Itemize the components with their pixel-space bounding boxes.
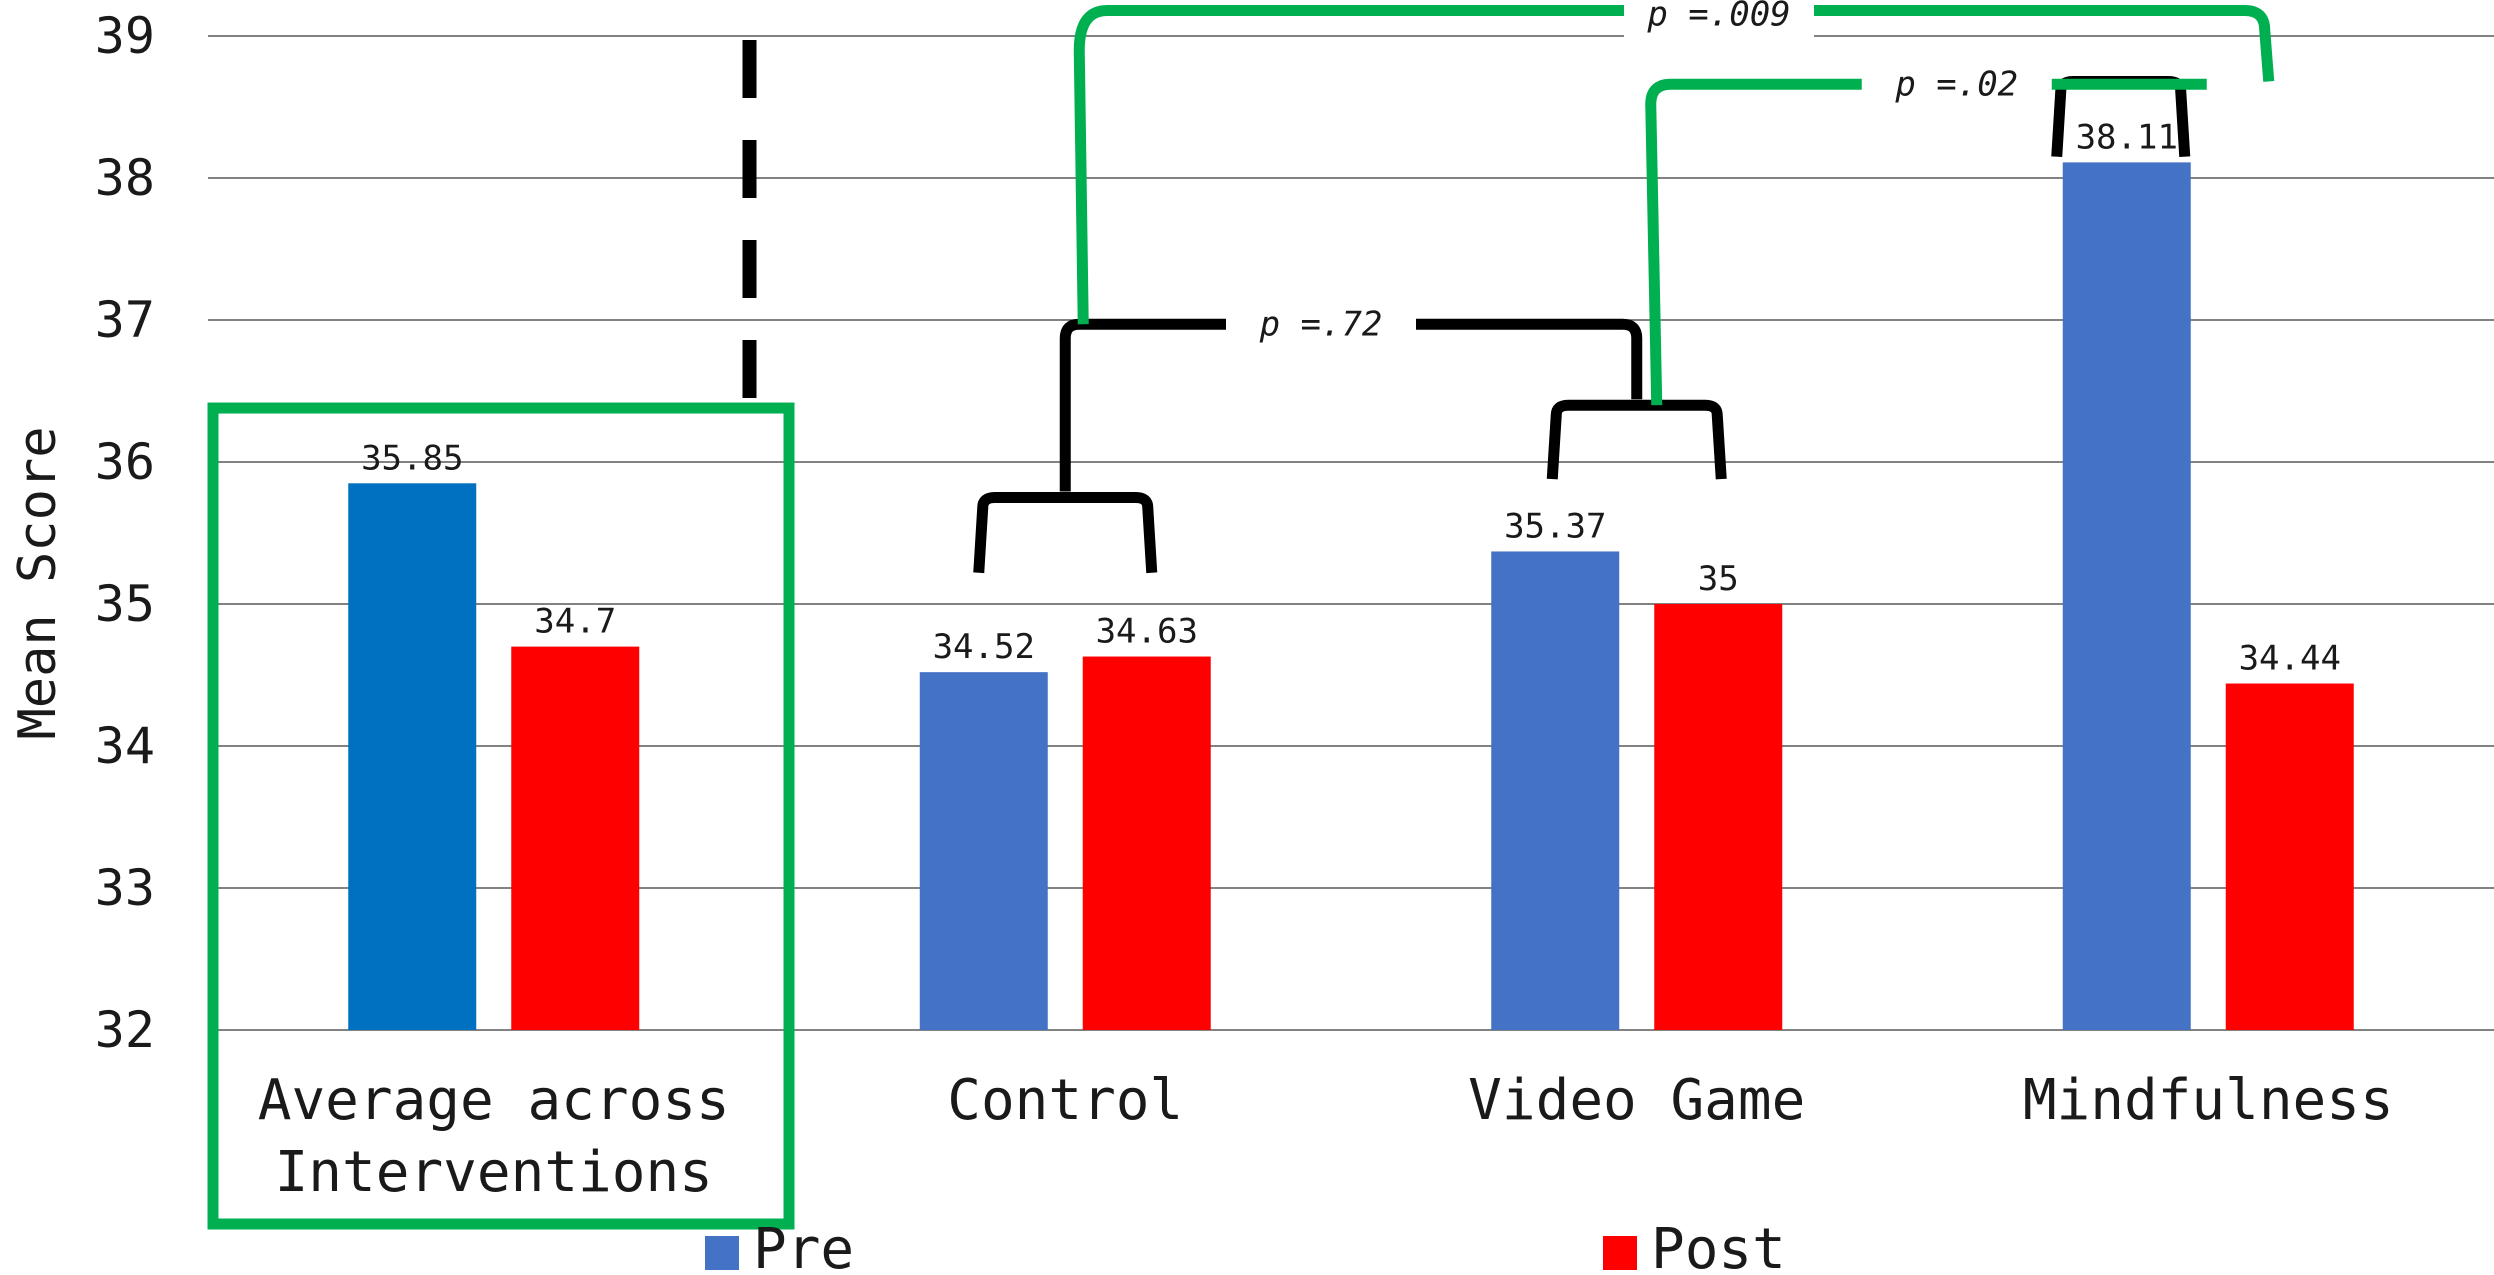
p-value-video-game-mindfulness-bg	[1861, 54, 2052, 115]
bar-pre	[348, 483, 477, 1030]
bar-post	[2225, 683, 2354, 1030]
y-tick-label: 37	[95, 291, 155, 349]
data-label-post: 34.7	[534, 602, 616, 642]
legend-label: Post	[1651, 1217, 1786, 1275]
bracket-control	[973, 492, 1158, 574]
data-label-pre: 35.37	[1504, 506, 1606, 546]
bracket-video-game-vs-mindfulness	[1645, 78, 2207, 406]
data-labels: 35.85 34.7 34.52 34.63 35.37 35 38.11 34.44	[361, 117, 2341, 678]
data-label-post: 34.44	[2239, 639, 2341, 679]
y-tick-label: 36	[95, 433, 155, 491]
legend-swatch	[1603, 1236, 1637, 1270]
bracket-video-game	[1546, 399, 1727, 480]
bar-post	[1082, 656, 1211, 1030]
p-value-control-video-game-bg	[1226, 294, 1416, 355]
y-tick-label: 34	[95, 717, 155, 775]
comparison-brackets: p =.72 p =.02 p =.009	[207, 0, 2275, 1230]
y-tick-label: 35	[95, 575, 155, 633]
y-tick-label: 39	[95, 7, 155, 65]
y-tick-label: 33	[95, 859, 155, 917]
legend-swatch	[705, 1236, 739, 1270]
legend: Pre Post	[705, 1217, 1786, 1275]
data-label-post: 34.63	[1096, 612, 1198, 652]
data-label-pre: 38.11	[2076, 117, 2178, 157]
category-label: Control	[947, 1068, 1183, 1133]
legend-label: Pre	[753, 1217, 854, 1275]
bar-post	[511, 646, 640, 1030]
bars	[348, 162, 2354, 1030]
category-label: Mindfulness	[2023, 1068, 2394, 1133]
y-axis-ticks: 32 33 34 35 36 37 38 39	[95, 7, 155, 1059]
category-label: Video Game	[1468, 1068, 1805, 1133]
category-labels: Average across Interventions Control Video …	[258, 1068, 2394, 1205]
data-label-pre: 35.85	[361, 438, 463, 478]
data-label-pre: 34.52	[933, 627, 1035, 667]
highlight-box-average	[207, 402, 795, 1230]
data-label-post: 35	[1698, 559, 1739, 599]
bar-post	[1654, 604, 1783, 1030]
p-value-video-game-mindfulness: p =.02	[1894, 64, 2018, 104]
y-tick-label: 38	[95, 149, 155, 207]
bar-pre	[919, 672, 1048, 1030]
bar-pre	[2062, 162, 2191, 1030]
p-value-control-video-game: p =.72	[1259, 304, 1383, 344]
p-value-control-mindfulness: p =.009	[1646, 0, 1790, 34]
p-value-control-mindfulness-bg	[1624, 0, 1814, 45]
y-tick-label: 32	[95, 1001, 155, 1059]
category-label: Interventions	[275, 1140, 713, 1205]
bar-pre	[1491, 551, 1620, 1030]
y-axis-label: Mean Score	[8, 426, 68, 739]
category-label: Average across	[258, 1068, 730, 1133]
